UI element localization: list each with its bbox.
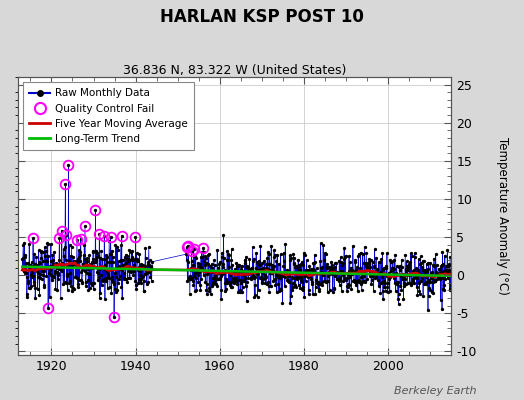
Title: 36.836 N, 83.322 W (United States): 36.836 N, 83.322 W (United States) xyxy=(123,64,346,77)
Text: HARLAN KSP POST 10: HARLAN KSP POST 10 xyxy=(160,8,364,26)
Y-axis label: Temperature Anomaly (°C): Temperature Anomaly (°C) xyxy=(496,137,509,295)
Legend: Raw Monthly Data, Quality Control Fail, Five Year Moving Average, Long-Term Tren: Raw Monthly Data, Quality Control Fail, … xyxy=(23,82,194,150)
Text: Berkeley Earth: Berkeley Earth xyxy=(395,386,477,396)
